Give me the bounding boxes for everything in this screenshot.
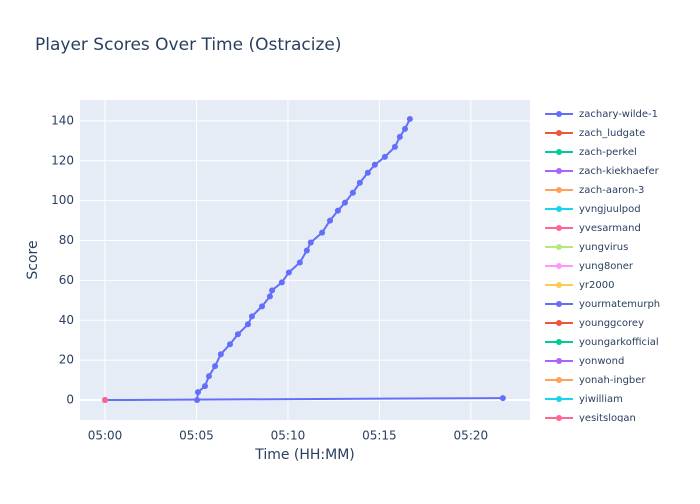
- data-point: [371, 161, 378, 168]
- legend-marker: [556, 339, 562, 345]
- x-tick-label: 05:20: [454, 429, 489, 443]
- data-point: [244, 321, 251, 328]
- legend-label: yvngjuulpod: [579, 204, 641, 215]
- data-point: [102, 397, 108, 404]
- data-point: [341, 199, 348, 206]
- legend-label: zach-perkel: [579, 147, 637, 158]
- legend-label: zach-kiekhaefer: [579, 166, 660, 177]
- legend-marker: [556, 149, 562, 155]
- legend-marker: [556, 415, 562, 421]
- y-tick-label: 60: [59, 273, 74, 287]
- data-point: [217, 351, 224, 358]
- y-tick-label: 140: [51, 113, 74, 127]
- legend-label: yiwilliam: [579, 394, 623, 405]
- legend-marker: [556, 396, 562, 402]
- legend-marker: [556, 206, 562, 212]
- legend-marker: [556, 111, 562, 117]
- data-point: [402, 125, 408, 132]
- x-tick-label: 05:05: [179, 429, 214, 443]
- data-point: [406, 115, 413, 122]
- data-point: [285, 269, 292, 276]
- legend-label: yung8oner: [579, 261, 634, 272]
- data-point: [364, 169, 371, 176]
- y-tick-label: 0: [66, 393, 74, 407]
- x-tick-label: 05:10: [271, 429, 306, 443]
- data-point: [396, 133, 403, 140]
- data-point: [319, 229, 326, 236]
- data-point: [349, 189, 356, 196]
- legend-label: zach_ludgate: [579, 128, 645, 139]
- legend-label: yesitslogan: [579, 413, 636, 424]
- data-point: [278, 279, 285, 286]
- legend-marker: [556, 225, 562, 231]
- legend-label: younggcorey: [579, 318, 644, 329]
- data-point: [381, 153, 388, 160]
- x-tick-label: 05:15: [362, 429, 397, 443]
- legend-marker: [556, 130, 562, 136]
- series-line: [104, 397, 503, 402]
- legend-marker: [556, 263, 562, 269]
- legend-marker: [556, 282, 562, 288]
- chart-title: Player Scores Over Time (Ostracize): [35, 35, 342, 55]
- data-point: [334, 207, 341, 214]
- data-point: [248, 313, 255, 320]
- data-point: [303, 247, 310, 254]
- legend-marker: [556, 244, 562, 250]
- legend-marker: [556, 168, 562, 174]
- legend-label: yungvirus: [579, 242, 628, 253]
- y-axis-title: Score: [25, 240, 41, 279]
- data-point: [259, 303, 266, 310]
- legend-label: zachary-wilde-1: [579, 109, 658, 120]
- plot-background: [80, 100, 530, 420]
- legend-label: yr2000: [579, 280, 614, 291]
- legend-marker: [556, 187, 562, 193]
- data-point: [212, 363, 219, 370]
- x-tick-label: 05:00: [88, 429, 123, 443]
- legend-label: yonwond: [579, 356, 624, 367]
- data-point: [307, 239, 314, 246]
- data-point: [194, 389, 201, 396]
- data-point: [356, 179, 363, 186]
- legend-label: yvesarmand: [579, 223, 641, 234]
- data-point: [269, 287, 276, 294]
- legend-marker: [556, 320, 562, 326]
- y-tick-label: 120: [51, 153, 74, 167]
- legend-label: yourmatemurph: [579, 299, 660, 310]
- x-axis-title: Time (HH:MM): [254, 447, 355, 463]
- data-point: [327, 217, 333, 224]
- data-point: [266, 293, 273, 300]
- data-point: [296, 259, 303, 266]
- legend-marker: [556, 377, 562, 383]
- legend-label: youngarkofficial: [579, 337, 659, 348]
- data-point: [205, 373, 212, 380]
- legend-marker: [556, 301, 562, 307]
- y-tick-label: 20: [59, 353, 74, 367]
- legend-label: zach-aaron-3: [579, 185, 644, 196]
- y-tick-label: 80: [59, 233, 74, 247]
- data-point: [202, 383, 208, 390]
- y-tick-label: 100: [51, 193, 74, 207]
- y-tick-label: 40: [59, 313, 74, 327]
- data-point: [227, 341, 233, 348]
- legend-label: yonah-ingber: [579, 375, 646, 386]
- data-point: [391, 143, 398, 150]
- data-point: [499, 395, 506, 402]
- legend-marker: [556, 358, 562, 364]
- data-point: [234, 331, 241, 338]
